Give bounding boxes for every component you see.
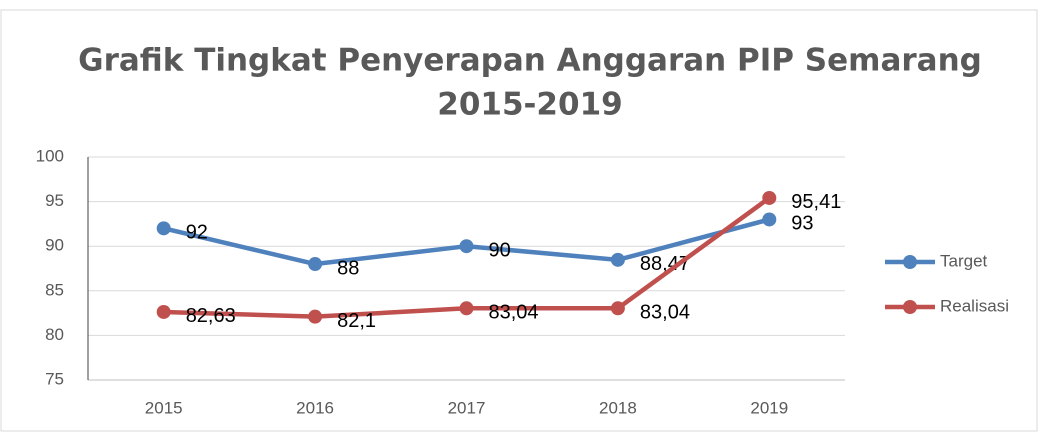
data-point	[459, 301, 474, 316]
legend-label: Realisasi	[940, 296, 1009, 315]
data-label: 82,63	[186, 305, 236, 327]
legend-label: Target	[940, 251, 988, 270]
y-tick-label: 75	[45, 369, 64, 388]
x-tick-label: 2016	[296, 398, 334, 417]
data-point	[308, 309, 323, 324]
data-point	[610, 252, 625, 267]
data-point	[762, 212, 777, 227]
data-label: 82,1	[337, 310, 376, 332]
data-point	[610, 301, 625, 316]
data-point	[762, 190, 777, 205]
y-tick-label: 80	[45, 325, 64, 344]
y-tick-label: 90	[45, 236, 64, 255]
data-label: 92	[186, 222, 208, 244]
x-tick-label: 2019	[750, 398, 788, 417]
data-point	[459, 239, 474, 254]
chart-title: Grafik Tingkat Penyerapan Anggaran PIP S…	[78, 43, 982, 79]
chart-border	[0, 9, 1038, 432]
x-tick-label: 2015	[145, 398, 183, 417]
data-label: 83,04	[640, 302, 690, 324]
data-label: 93	[791, 213, 813, 235]
y-tick-label: 100	[36, 146, 64, 165]
legend-marker	[903, 255, 917, 269]
data-label: 88	[337, 257, 359, 279]
data-point	[156, 304, 171, 319]
data-point	[156, 221, 171, 236]
data-point	[308, 257, 323, 272]
x-tick-label: 2017	[448, 398, 486, 417]
data-label: 90	[489, 239, 511, 261]
data-label: 88,47	[640, 253, 690, 275]
chart-title: 2015-2019	[437, 87, 622, 123]
y-tick-label: 85	[45, 280, 64, 299]
data-label: 95,41	[791, 191, 841, 213]
data-label: 83,04	[489, 302, 539, 324]
legend-marker	[903, 300, 917, 314]
x-tick-label: 2018	[599, 398, 637, 417]
y-tick-label: 95	[45, 191, 64, 210]
